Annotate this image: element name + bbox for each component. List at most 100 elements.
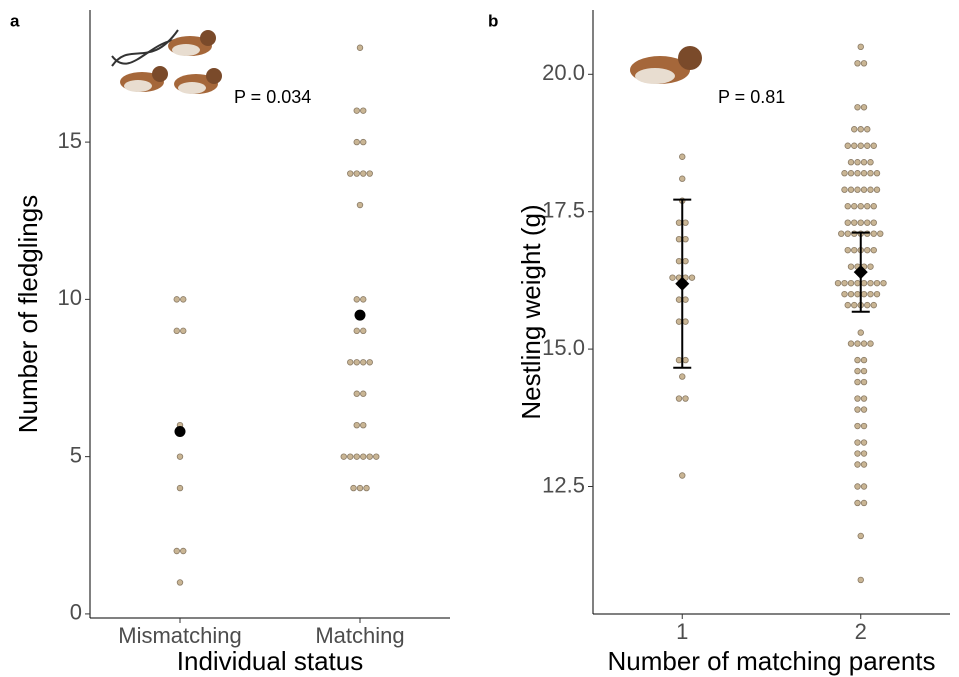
data-point (867, 340, 874, 347)
data-point (675, 318, 683, 325)
data-point (847, 186, 855, 193)
data-point (860, 378, 868, 386)
y-tick-label: 20.0 (542, 60, 585, 85)
data-point (841, 279, 848, 287)
data-point (854, 186, 861, 193)
data-point (356, 484, 364, 492)
data-point (847, 263, 855, 270)
data-point (854, 450, 861, 457)
data-point (841, 290, 848, 298)
data-point (353, 138, 360, 146)
data-point (857, 43, 864, 51)
data-point (360, 327, 367, 335)
data-point (854, 439, 861, 446)
data-point (857, 576, 864, 584)
data-point (356, 201, 364, 209)
data-point (867, 263, 874, 270)
x-axis-title: Number of matching parents (607, 646, 935, 676)
data-point (176, 579, 184, 586)
data-point (363, 484, 370, 492)
data-point (857, 532, 864, 540)
data-point (854, 422, 861, 430)
data-point (180, 327, 187, 335)
data-point (880, 279, 887, 287)
data-point (857, 142, 864, 149)
data-point (353, 421, 360, 429)
data-point (353, 170, 360, 177)
data-point (870, 203, 877, 210)
data-point (857, 126, 864, 133)
y-tick-label: 10 (58, 285, 82, 310)
data-point (873, 170, 881, 177)
sparrow-icon (630, 46, 702, 84)
data-point (860, 461, 868, 468)
data-point (854, 60, 861, 67)
data-point (847, 170, 855, 177)
data-point (669, 274, 676, 281)
x-axis-title: Individual status (177, 646, 363, 676)
data-point (860, 290, 868, 298)
data-point (857, 203, 864, 210)
data-point (860, 422, 868, 430)
data-point (854, 356, 861, 364)
data-point (851, 142, 858, 149)
x-tick-label: Matching (315, 623, 404, 648)
data-point (854, 367, 861, 375)
data-point (860, 340, 868, 347)
data-point (675, 235, 683, 243)
data-point (841, 186, 848, 193)
data-point (366, 453, 373, 460)
data-point (860, 450, 868, 457)
data-point (854, 378, 861, 386)
data-point (682, 356, 689, 364)
data-point (844, 142, 851, 149)
data-point (860, 60, 868, 67)
mean-marker (675, 276, 690, 291)
data-point (851, 301, 858, 309)
data-point (366, 170, 373, 177)
data-point (867, 159, 874, 166)
data-point (854, 170, 861, 177)
mean-marker (174, 425, 186, 437)
data-point (860, 439, 868, 446)
data-point (860, 356, 868, 364)
data-point (841, 170, 848, 177)
data-point (854, 290, 861, 298)
data-point (844, 203, 851, 210)
y-tick-label: 15 (58, 128, 82, 153)
data-point (682, 257, 689, 265)
data-point (864, 219, 871, 226)
data-point (360, 421, 367, 429)
data-point (366, 359, 373, 366)
data-point (860, 483, 868, 490)
data-point (844, 246, 851, 254)
x-tick-label: 2 (855, 619, 867, 644)
data-point (360, 138, 367, 146)
data-point (176, 484, 184, 492)
data-point (851, 203, 858, 210)
data-point (870, 142, 877, 149)
data-point (851, 246, 858, 254)
data-point (353, 390, 360, 397)
data-point (873, 279, 881, 287)
data-point (682, 219, 689, 226)
data-point (854, 483, 861, 490)
data-point (867, 186, 874, 193)
data-point (347, 359, 354, 366)
data-point (867, 279, 874, 287)
data-point (844, 301, 851, 309)
x-tick-label: 1 (676, 619, 688, 644)
data-point (679, 373, 686, 380)
data-point (860, 406, 868, 413)
data-point (347, 453, 354, 460)
data-point (373, 453, 380, 460)
data-point (675, 356, 683, 364)
data-point (682, 235, 689, 243)
annotation: P = 0.034 (234, 87, 311, 107)
data-point (347, 170, 354, 177)
data-point (867, 170, 874, 177)
y-axis-title: Nestling weight (g) (516, 204, 546, 419)
data-point (173, 547, 180, 555)
data-point (857, 219, 864, 226)
